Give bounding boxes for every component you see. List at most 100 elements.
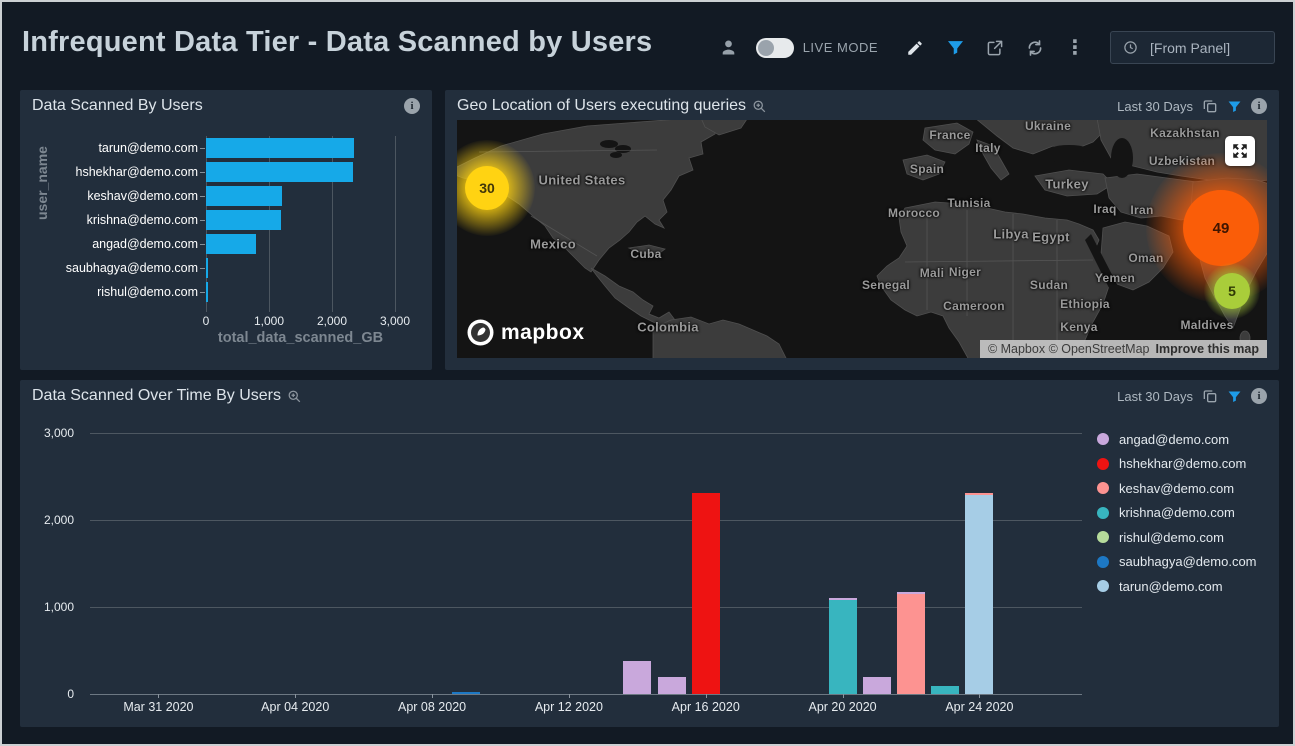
map-bubble[interactable]: 5 [1214,273,1250,309]
legend-item[interactable]: tarun@demo.com [1097,574,1275,599]
category-label: tarun@demo.com [98,141,198,155]
bar-apr-23-2020[interactable] [931,686,960,694]
bar-track [206,138,420,158]
copy-icon[interactable] [1202,98,1218,114]
bar[interactable] [206,258,208,278]
time-range-label: Last 30 Days [1117,388,1193,404]
world-map[interactable]: United States Mexico Cuba Colombia France Spa… [457,120,1267,358]
axis-tick-label: Apr 08 2020 [398,700,467,714]
live-mode-toggle[interactable] [755,37,794,58]
refresh-icon[interactable] [1022,35,1048,61]
bar[interactable] [206,186,283,206]
axis-tick-label: 3,000 [379,314,411,328]
x-axis-label: total_data_scanned_GB [217,330,384,346]
filter-icon[interactable] [1227,99,1242,114]
bar-segment [862,676,891,694]
bar-track [206,210,420,230]
more-menu-icon[interactable]: ⋮ [1065,36,1085,59]
edit-icon[interactable] [902,35,928,61]
legend-label: krishna@demo.com [1119,505,1235,521]
tick-mark [200,291,205,293]
category-label: rishul@demo.com [97,285,198,299]
legend-item[interactable]: angad@demo.com [1097,427,1275,452]
axis-tick-label: Mar 31 2020 [123,700,194,714]
chart-legend: angad@demo.com hshekhar@demo.com keshav@de… [1097,427,1275,599]
axis-tick-label: Apr 24 2020 [945,700,1014,714]
axis-tick-label: 1,000 [253,314,285,328]
panel-title: Geo Location of Users executing queries [457,97,747,114]
table-row: saubhagya@demo.com [32,256,420,280]
tick-mark [432,694,434,698]
legend-label: rishul@demo.com [1119,529,1224,545]
bar-apr-21-2020[interactable] [862,676,891,694]
header: Infrequent Data Tier - Data Scanned by U… [2,2,1293,82]
legend-item[interactable]: saubhagya@demo.com [1097,550,1275,575]
gridline [395,136,396,312]
share-icon[interactable] [982,35,1008,61]
tick-mark [158,694,160,698]
legend-item[interactable]: rishul@demo.com [1097,525,1275,550]
tick-mark [842,694,844,698]
mapbox-logo[interactable]: mapbox [467,319,585,346]
table-row: tarun@demo.com [32,136,420,160]
gridline [90,607,1082,608]
panel-data-scanned-over-time: Data Scanned Over Time By Users Last 30 … [20,380,1279,727]
panel-header: Data Scanned By Users i [20,90,432,122]
map-country-label: Niger [948,265,982,279]
bar-segment [896,593,925,694]
bar-apr-15-2020[interactable] [657,676,686,694]
legend-color-dot [1097,555,1109,568]
user-icon[interactable] [716,35,742,61]
tick-mark [200,243,205,245]
bar[interactable] [206,282,208,302]
axis-tick-label: 3,000 [43,426,74,440]
zoom-in-icon[interactable] [752,99,767,114]
table-row: krishna@demo.com [32,208,420,232]
fullscreen-icon[interactable] [1225,136,1255,166]
info-icon[interactable]: i [1251,98,1267,114]
legend-label: angad@demo.com [1119,431,1230,447]
map-bubble[interactable]: 49 [1183,190,1259,266]
map-bubble[interactable]: 30 [465,166,509,210]
category-label: saubhagya@demo.com [65,261,198,275]
axis-tick-label: Apr 12 2020 [534,700,603,714]
axis-tick-label: 2,000 [316,314,348,328]
filter-icon[interactable] [942,35,968,61]
category-label: keshav@demo.com [87,189,198,203]
info-icon[interactable]: i [404,98,420,114]
bar[interactable] [206,138,355,158]
legend-item[interactable]: hshekhar@demo.com [1097,452,1275,477]
gridline [332,136,333,312]
bar-apr-22-2020[interactable] [896,591,925,694]
legend-item[interactable]: keshav@demo.com [1097,476,1275,501]
bar-segment [691,493,720,694]
gridline [90,694,1082,695]
bar-apr-24-2020[interactable] [965,492,994,694]
legend-item[interactable]: krishna@demo.com [1097,501,1275,526]
time-range-label: Last 30 Days [1117,98,1193,114]
attribution-text[interactable]: © Mapbox © OpenStreetMap [987,342,1150,356]
bar-track [206,234,420,254]
axis-tick-label: 0 [202,314,210,328]
bar-segment [965,494,994,694]
time-range-button[interactable]: [From Panel] [1110,31,1275,64]
table-row: angad@demo.com [32,232,420,256]
bar[interactable] [206,210,281,230]
bar-apr-14-2020[interactable] [623,660,652,694]
bar[interactable] [206,162,354,182]
bar[interactable] [206,234,256,254]
copy-icon[interactable] [1202,388,1218,404]
zoom-in-icon[interactable] [287,389,302,404]
table-row: keshav@demo.com [32,184,420,208]
bar-apr-20-2020[interactable] [828,598,857,694]
improve-map-link[interactable]: Improve this map [1155,342,1260,356]
legend-label: saubhagya@demo.com [1119,554,1257,570]
bar-apr-16-2020[interactable] [691,493,720,694]
filter-icon[interactable] [1227,389,1242,404]
hbar-chart: user_name tarun@demo.com hshekhar@demo.co… [32,124,420,364]
info-icon[interactable]: i [1251,388,1267,404]
bar-apr-09-2020[interactable] [452,691,481,694]
axis-tick-label: 0 [67,687,74,701]
axis-tick-label: Apr 04 2020 [261,700,330,714]
category-label: hshekhar@demo.com [75,165,198,179]
